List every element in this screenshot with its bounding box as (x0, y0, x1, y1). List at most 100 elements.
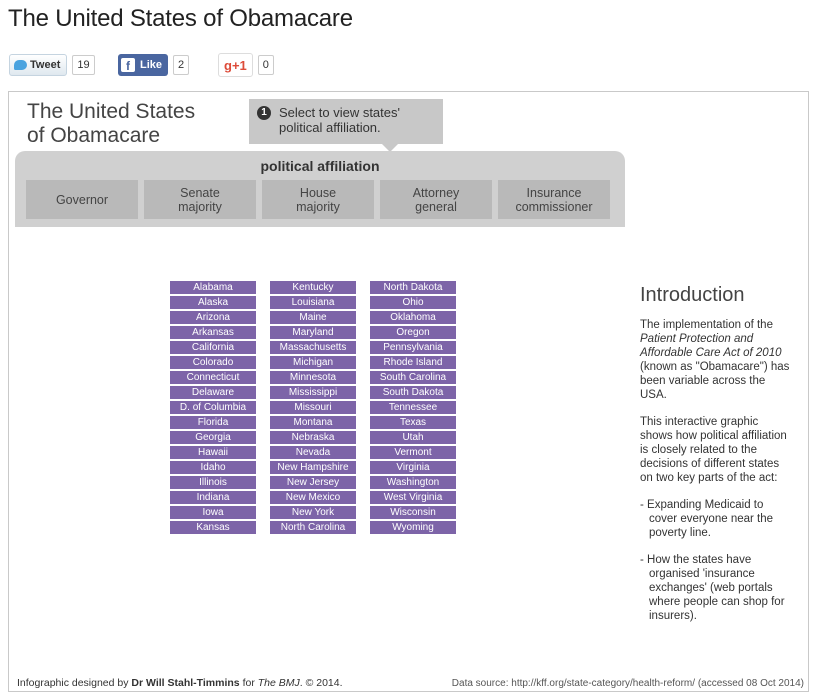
state-item[interactable]: Arkansas (170, 326, 256, 339)
state-column-1: Alabama Alaska Arizona Arkansas California Co… (170, 281, 256, 536)
google-plus-button[interactable]: g+1 (218, 53, 253, 77)
state-item[interactable]: North Carolina (270, 521, 356, 534)
state-item[interactable]: Connecticut (170, 371, 256, 384)
credit-segment: for (239, 677, 258, 689)
credit-segment: . © 2014. (299, 677, 343, 689)
infographic-title-line1: The United States (27, 100, 196, 123)
state-item[interactable]: New Hampshire (270, 461, 356, 474)
infographic-frame: The United States of Obamacare 1 Select … (8, 91, 809, 692)
state-item[interactable]: Oregon (370, 326, 456, 339)
state-item[interactable]: New York (270, 506, 356, 519)
tweet-label: Tweet (30, 59, 61, 71)
facebook-like-button[interactable]: f Like (118, 54, 169, 76)
state-item[interactable]: Pennsylvania (370, 341, 456, 354)
state-item[interactable]: Hawaii (170, 446, 256, 459)
tweet-count: 19 (72, 55, 95, 75)
state-item[interactable]: Maryland (270, 326, 356, 339)
state-item[interactable]: Massachusetts (270, 341, 356, 354)
tab-senate-majority[interactable]: Senate majority (144, 180, 256, 219)
state-item[interactable]: North Dakota (370, 281, 456, 294)
intro-text-segment: The implementation of the (640, 319, 773, 331)
state-item[interactable]: Washington (370, 476, 456, 489)
tweet-share: Tweet 19 (9, 53, 95, 77)
intro-heading: Introduction (640, 284, 745, 306)
state-item[interactable]: Idaho (170, 461, 256, 474)
state-item[interactable]: South Dakota (370, 386, 456, 399)
state-column-3: North Dakota Ohio Oklahoma Oregon Pennsylvan… (370, 281, 456, 536)
state-item[interactable]: New Mexico (270, 491, 356, 504)
google-plus-icon: g+1 (224, 57, 247, 73)
state-item[interactable]: California (170, 341, 256, 354)
state-item[interactable]: South Carolina (370, 371, 456, 384)
like-label: Like (140, 59, 163, 71)
tab-insurance-commissioner[interactable]: Insurance commissioner (498, 180, 610, 219)
twitter-bird-icon (14, 60, 27, 70)
state-item[interactable]: Delaware (170, 386, 256, 399)
page-title: The United States of Obamacare (8, 5, 353, 32)
intro-bullet-2: - How the states have organised 'insuran… (640, 554, 785, 622)
state-item[interactable]: Minnesota (270, 371, 356, 384)
state-item[interactable]: Colorado (170, 356, 256, 369)
intro-text: The implementation of the Patient Protec… (640, 318, 792, 636)
credit-journal: The BMJ (257, 677, 300, 689)
credit-author: Dr Will Stahl-Timmins (131, 677, 240, 689)
state-item[interactable]: Texas (370, 416, 456, 429)
state-item[interactable]: Iowa (170, 506, 256, 519)
state-item[interactable]: Alaska (170, 296, 256, 309)
tweet-button[interactable]: Tweet (9, 54, 68, 76)
step-number-badge: 1 (257, 106, 271, 120)
state-item[interactable]: New Jersey (270, 476, 356, 489)
tab-label: Insurance (526, 185, 582, 200)
state-item[interactable]: West Virginia (370, 491, 456, 504)
state-item[interactable]: Kentucky (270, 281, 356, 294)
state-item[interactable]: Nevada (270, 446, 356, 459)
state-item[interactable]: Montana (270, 416, 356, 429)
tab-label: majority (296, 199, 340, 214)
state-item[interactable]: Rhode Island (370, 356, 456, 369)
intro-bullet-1: - Expanding Medicaid to cover everyone n… (640, 499, 774, 539)
state-item[interactable]: Virginia (370, 461, 456, 474)
tooltip-line2: political affiliation. (279, 120, 381, 135)
state-item[interactable]: Florida (170, 416, 256, 429)
state-item[interactable]: Indiana (170, 491, 256, 504)
credit-segment: Infographic designed by (17, 677, 132, 689)
state-item[interactable]: Louisiana (270, 296, 356, 309)
tab-label: Governor (55, 192, 109, 207)
state-item[interactable]: Michigan (270, 356, 356, 369)
state-item[interactable]: Georgia (170, 431, 256, 444)
state-item[interactable]: Wyoming (370, 521, 456, 534)
state-item[interactable]: Alabama (170, 281, 256, 294)
state-item[interactable]: Wisconsin (370, 506, 456, 519)
intro-paragraph-1: The implementation of the Patient Protec… (640, 318, 792, 402)
state-column-2: Kentucky Louisiana Maine Maryland Massachuse… (270, 281, 356, 536)
tab-label: House (299, 185, 337, 200)
like-share: f Like 2 (118, 53, 190, 77)
tab-label: majority (178, 199, 222, 214)
infographic-title-line2: of Obamacare (27, 124, 161, 147)
state-item[interactable]: Kansas (170, 521, 256, 534)
panel-label: political affiliation (260, 158, 380, 174)
state-item[interactable]: Mississippi (270, 386, 356, 399)
state-item[interactable]: D. of Columbia (170, 401, 256, 414)
state-item[interactable]: Missouri (270, 401, 356, 414)
intro-text-segment: (known as "Obamacare") has been variable… (640, 361, 790, 401)
state-item[interactable]: Illinois (170, 476, 256, 489)
intro-act-name: Patient Protection and Affordable Care A… (640, 333, 782, 359)
tab-governor[interactable]: Governor (26, 180, 138, 219)
state-item[interactable]: Arizona (170, 311, 256, 324)
instruction-tooltip: 1 Select to view states' political affil… (249, 99, 443, 152)
state-item[interactable]: Nebraska (270, 431, 356, 444)
state-item[interactable]: Vermont (370, 446, 456, 459)
tab-label: general (415, 199, 457, 214)
facebook-icon: f (121, 58, 135, 73)
state-item[interactable]: Utah (370, 431, 456, 444)
state-item[interactable]: Maine (270, 311, 356, 324)
state-item[interactable]: Oklahoma (370, 311, 456, 324)
intro-paragraph-2: This interactive graphic shows how polit… (640, 416, 787, 484)
state-item[interactable]: Tennessee (370, 401, 456, 414)
tab-label: Senate (180, 185, 220, 200)
credit-line: Infographic designed by Dr Will Stahl-Ti… (17, 677, 343, 689)
state-item[interactable]: Ohio (370, 296, 456, 309)
tab-attorney-general[interactable]: Attorney general (380, 180, 492, 219)
tab-house-majority[interactable]: House majority (262, 180, 374, 219)
